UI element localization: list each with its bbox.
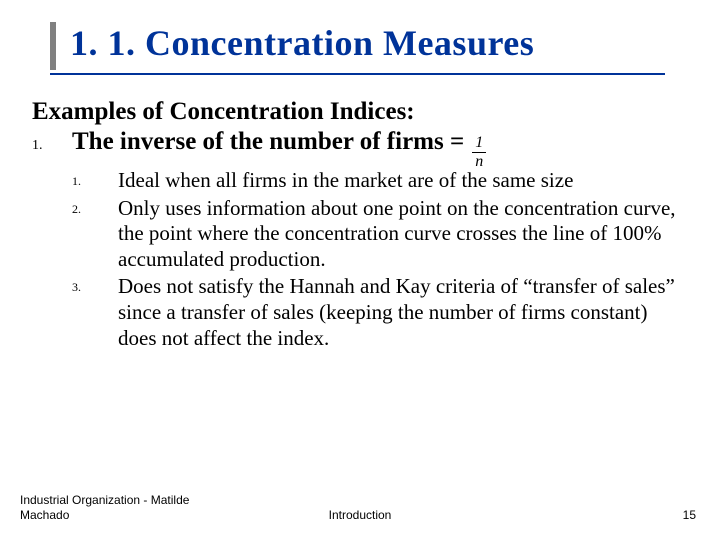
page-number: 15 (683, 508, 696, 522)
outer-list-item: 1. The inverse of the number of firms = … (32, 128, 690, 172)
list-item: 2. Only uses information about one point… (72, 196, 680, 273)
list-item-number: 2. (72, 196, 118, 217)
slide-title: 1. 1. Concentration Measures (70, 22, 690, 64)
slide: 1. 1. Concentration Measures Examples of… (0, 0, 720, 540)
title-container: 1. 1. Concentration Measures (70, 22, 690, 64)
title-underline (50, 73, 665, 75)
outer-item-text: The inverse of the number of firms = (72, 128, 464, 156)
list-item: 3. Does not satisfy the Hannah and Kay c… (72, 274, 680, 351)
list-item-text: Ideal when all firms in the market are o… (118, 168, 573, 194)
list-item-number: 3. (72, 274, 118, 295)
outer-item-number: 1. (32, 130, 72, 154)
footer-author-line1: Industrial Organization - Matilde (20, 493, 189, 507)
fraction-numerator: 1 (472, 135, 486, 153)
subtitle: Examples of Concentration Indices: (32, 98, 415, 126)
list-item: 1. Ideal when all firms in the market ar… (72, 168, 680, 194)
fraction-one-over-n: 1 n (472, 135, 486, 170)
list-item-number: 1. (72, 168, 118, 189)
list-item-text: Does not satisfy the Hannah and Kay crit… (118, 274, 680, 351)
inner-list: 1. Ideal when all firms in the market ar… (72, 168, 680, 353)
list-item-text: Only uses information about one point on… (118, 196, 680, 273)
footer-section: Introduction (0, 508, 720, 522)
title-accent-bar (50, 22, 56, 70)
